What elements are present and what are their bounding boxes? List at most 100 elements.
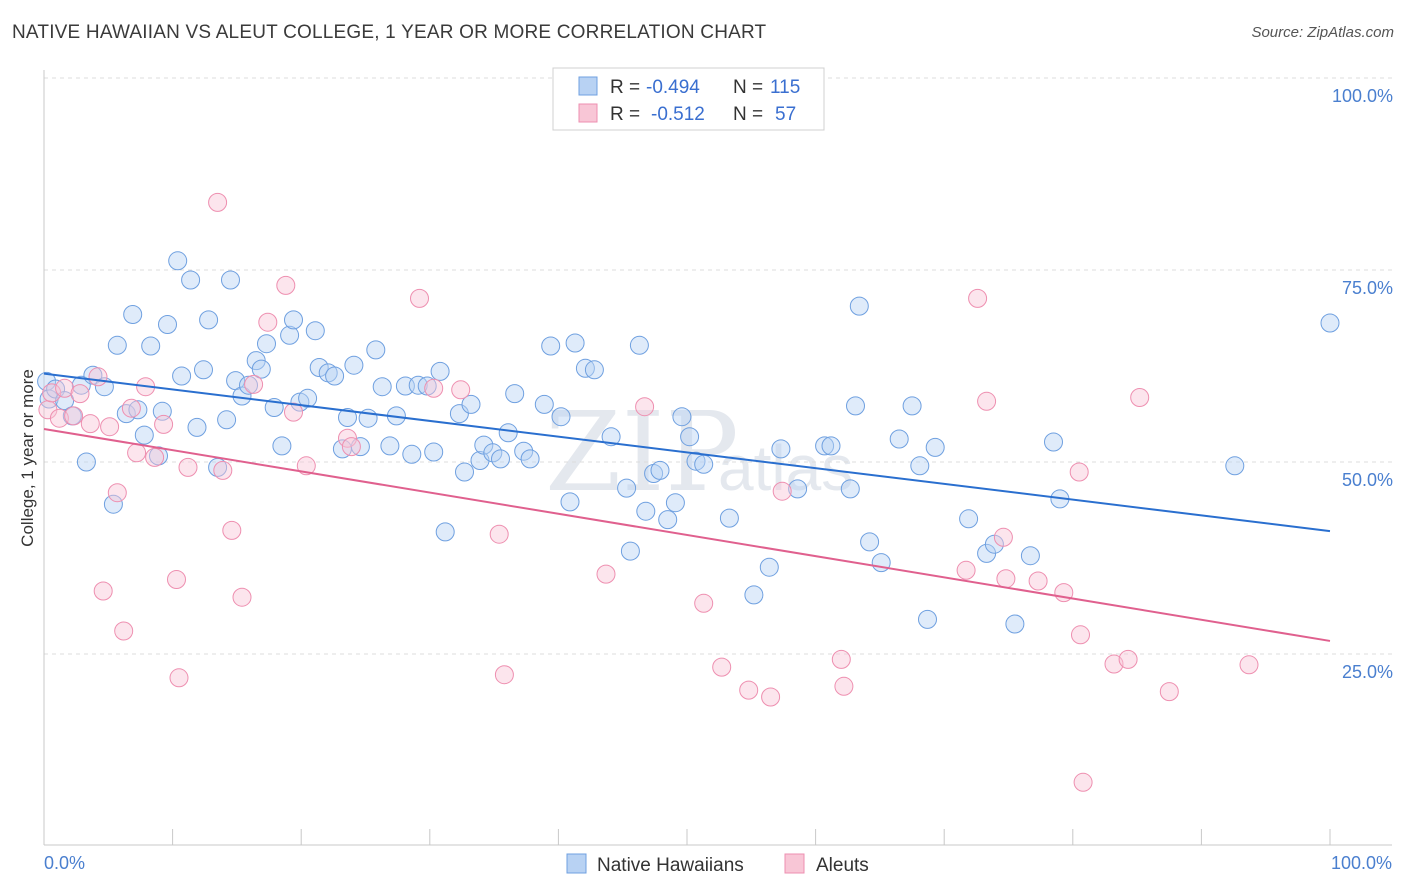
aleut-point-27 [284, 402, 303, 422]
native-hawaiian-point-45 [338, 408, 357, 427]
aleut-point-52 [1069, 462, 1089, 482]
native-hawaiian-point-77 [584, 360, 604, 380]
aleut-point-35 [494, 665, 514, 685]
native-hawaiian-point-70 [520, 449, 540, 469]
native-hawaiian-point-97 [821, 436, 841, 456]
y-tick-label-75: 75.0% [1342, 278, 1393, 298]
aleut-point-55 [1118, 649, 1138, 669]
native-hawaiian-point-90 [694, 454, 714, 474]
legend-swatch-pink [578, 103, 598, 123]
chart-source: Source: ZipAtlas.com [1251, 24, 1394, 41]
x-tick-marks [172, 829, 1331, 845]
x-tick-label-0: 0.0% [44, 853, 85, 873]
native-hawaiian-point-105 [910, 456, 930, 476]
native-hawaiian-point-9 [103, 494, 123, 514]
aleut-point-31 [410, 288, 429, 308]
native-hawaiian-point-59 [435, 522, 455, 542]
native-hawaiian-point-73 [551, 407, 571, 427]
native-hawaiian-point-81 [629, 335, 649, 355]
native-hawaiian-point-61 [455, 462, 474, 482]
aleut-point-38 [694, 593, 714, 613]
aleut-point-36 [596, 564, 616, 584]
native-hawaiian-point-108 [959, 509, 979, 529]
legend-swatch-blue [578, 76, 598, 96]
native-hawaiian-point-87 [672, 407, 692, 427]
native-hawaiian-point-107 [918, 609, 937, 629]
aleut-point-33 [451, 380, 471, 400]
native-hawaiian-point-24 [199, 310, 219, 330]
native-hawaiian-point-92 [744, 585, 764, 605]
native-hawaiian-point-27 [221, 270, 240, 290]
aleut-point-42 [772, 481, 792, 501]
aleut-point-49 [996, 569, 1016, 589]
native-hawaiian-point-13 [128, 400, 148, 420]
legend-n-label-blue: N = [733, 77, 763, 98]
aleut-point-40 [739, 680, 759, 700]
native-hawaiian-point-10 [107, 335, 127, 355]
y-tick-label-50: 50.0% [1342, 470, 1393, 490]
aleut-point-12 [121, 398, 141, 418]
watermark-atlas: atlas [718, 432, 853, 504]
legend-r-value-blue: -0.494 [646, 77, 700, 98]
native-hawaiian-point-54 [402, 444, 422, 464]
native-hawaiian-point-40 [305, 321, 325, 341]
legend-box: R = -0.494 N = 115 R = -0.512 N = 57 [552, 67, 825, 131]
aleut-point-16 [154, 414, 174, 434]
native-hawaiian-point-78 [601, 427, 621, 447]
native-hawaiian-point-100 [849, 296, 869, 316]
native-hawaiian-point-71 [534, 394, 554, 414]
native-hawaiian-point-84 [650, 460, 670, 480]
aleut-point-13 [127, 443, 147, 463]
native-hawaiian-point-39 [298, 388, 318, 408]
native-hawaiian-point-86 [665, 493, 685, 513]
aleut-point-10 [107, 483, 127, 503]
native-hawaiian-point-65 [483, 443, 503, 463]
y-axis-label: College, 1 year or more [18, 369, 37, 547]
native-hawaiian-point-103 [889, 429, 909, 449]
trend-line-native-hawaiians [43, 372, 1331, 533]
native-hawaiian-point-72 [541, 336, 561, 356]
native-hawaiian-point-80 [620, 541, 640, 561]
aleut-point-8 [93, 581, 113, 601]
aleut-point-24 [244, 374, 264, 394]
aleut-point-6 [80, 414, 100, 434]
native-hawaiian-point-99 [846, 396, 865, 416]
aleut-point-59 [1073, 772, 1093, 792]
bottom-legend-label-aleuts: Aleuts [816, 855, 869, 876]
aleut-point-15 [145, 447, 165, 467]
native-hawaiian-point-19 [168, 251, 188, 271]
gridlines [44, 77, 1392, 655]
bottom-legend-swatch-pink [784, 853, 805, 874]
native-hawaiian-point-21 [181, 270, 201, 290]
aleut-point-23 [232, 587, 252, 607]
aleut-point-26 [276, 275, 296, 295]
aleut-point-9 [100, 417, 120, 437]
aleut-point-22 [222, 520, 242, 540]
aleut-point-47 [977, 391, 997, 411]
native-hawaiian-point-104 [902, 396, 922, 416]
bottom-legend-swatch-blue [566, 853, 587, 874]
aleut-point-1 [42, 383, 62, 403]
native-hawaiian-point-82 [636, 501, 656, 521]
chart-title: NATIVE HAWAIIAN VS ALEUT COLLEGE, 1 YEAR… [12, 22, 767, 43]
aleut-point-58 [1239, 655, 1259, 675]
trend-line-aleuts [43, 427, 1331, 642]
native-hawaiian-point-62 [461, 394, 481, 414]
native-hawaiian-point-93 [759, 557, 779, 577]
aleut-point-19 [178, 457, 198, 477]
native-hawaiian-point-26 [217, 410, 237, 430]
aleut-point-2 [49, 408, 69, 428]
native-hawaiian-point-75 [565, 333, 585, 353]
legend-r-value-pink: -0.512 [651, 104, 705, 125]
native-hawaiian-point-6 [76, 452, 96, 472]
aleut-point-45 [956, 560, 976, 580]
native-hawaiian-point-98 [840, 479, 860, 499]
aleut-point-18 [169, 668, 189, 688]
native-hawaiian-point-116 [1320, 313, 1340, 333]
watermark-zip: ZIP [545, 388, 739, 516]
native-hawaiian-point-43 [325, 366, 345, 386]
legend-n-label-pink: N = [733, 104, 763, 125]
aleut-point-34 [489, 524, 509, 544]
native-hawaiian-point-101 [860, 532, 880, 552]
native-hawaiian-point-50 [372, 377, 392, 397]
